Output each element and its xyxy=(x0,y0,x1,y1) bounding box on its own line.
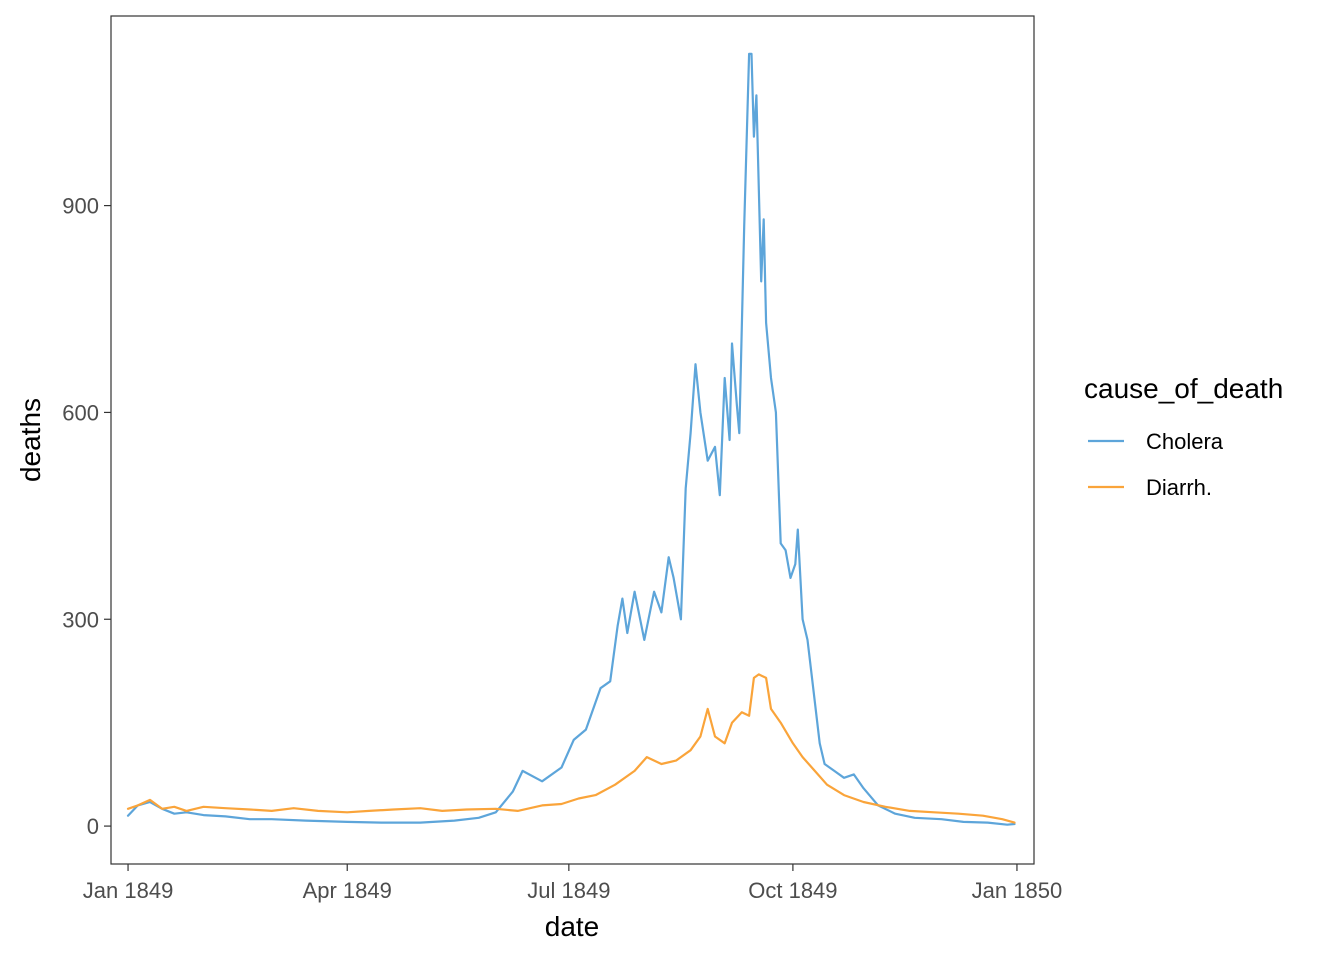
y-axis-title: deaths xyxy=(15,398,46,482)
legend-label-cholera: Cholera xyxy=(1146,429,1224,454)
y-tick-label: 0 xyxy=(87,814,99,839)
plot-panel xyxy=(110,15,1035,865)
x-tick-label: Jul 1849 xyxy=(527,878,610,903)
y-tick-label: 900 xyxy=(62,194,99,219)
y-tick-label: 300 xyxy=(62,607,99,632)
legend: cause_of_death Cholera Diarrh. xyxy=(1084,373,1283,500)
x-tick-label: Jan 1850 xyxy=(972,878,1063,903)
legend-label-diarrh: Diarrh. xyxy=(1146,475,1212,500)
legend-title: cause_of_death xyxy=(1084,373,1283,404)
y-axis: 0 300 600 900 xyxy=(62,194,111,839)
series-line-cholera xyxy=(126,52,1016,826)
x-axis: Jan 1849 Apr 1849 Jul 1849 Oct 1849 Jan 1850 xyxy=(83,864,1062,903)
x-axis-title: date xyxy=(545,911,600,942)
y-tick-label: 600 xyxy=(62,400,99,425)
x-tick-label: Apr 1849 xyxy=(303,878,392,903)
series-line-diarrh xyxy=(126,673,1016,824)
x-tick-label: Jan 1849 xyxy=(83,878,174,903)
x-tick-label: Oct 1849 xyxy=(748,878,837,903)
series-layer xyxy=(126,52,1016,826)
